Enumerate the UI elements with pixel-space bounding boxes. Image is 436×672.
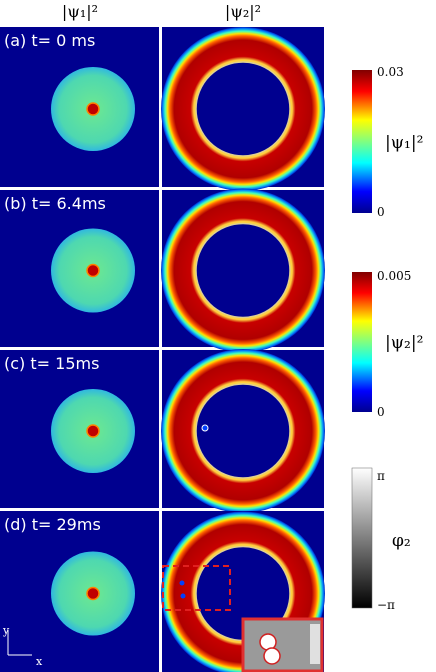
axis-label: x xyxy=(36,655,43,668)
panel-label: (c) t= 15ms xyxy=(4,354,99,373)
colorbar-min: 0 xyxy=(377,405,385,419)
ring-hole xyxy=(195,222,291,319)
impurity xyxy=(86,586,100,601)
colorbar xyxy=(351,467,373,609)
panel-label: (d) t= 29ms xyxy=(4,515,101,534)
colorbar-label: |ψ₁|² xyxy=(385,133,423,153)
colorbar xyxy=(352,70,372,213)
axis-label: y xyxy=(2,624,10,637)
colorbar-max: π xyxy=(377,469,385,483)
colorbar-min: −π xyxy=(377,598,395,612)
inset xyxy=(241,617,324,672)
impurity xyxy=(86,263,100,278)
panel-label: (a) t= 0 ms xyxy=(4,31,95,50)
colorbar xyxy=(352,272,372,412)
panel-label: (b) t= 6.4ms xyxy=(4,194,106,213)
impurity xyxy=(86,424,100,438)
zoom-box xyxy=(162,565,231,611)
inset-vortex xyxy=(263,647,281,665)
colorbar-label: |ψ₂|² xyxy=(385,333,423,353)
colorbar-max: 0.005 xyxy=(377,269,411,283)
colorbar-max: 0.03 xyxy=(377,65,404,79)
impurity xyxy=(86,102,100,116)
ring-hole xyxy=(195,61,291,157)
column-header: |ψ₂|² xyxy=(225,2,261,21)
vortex xyxy=(180,593,186,599)
vortex xyxy=(201,424,209,432)
ring-hole xyxy=(195,383,291,479)
inset-edge xyxy=(310,624,320,664)
vortex xyxy=(179,580,185,586)
column-header: |ψ₁|² xyxy=(62,2,98,21)
colorbar-label: φ₂ xyxy=(392,531,411,551)
colorbar-min: 0 xyxy=(377,205,385,219)
